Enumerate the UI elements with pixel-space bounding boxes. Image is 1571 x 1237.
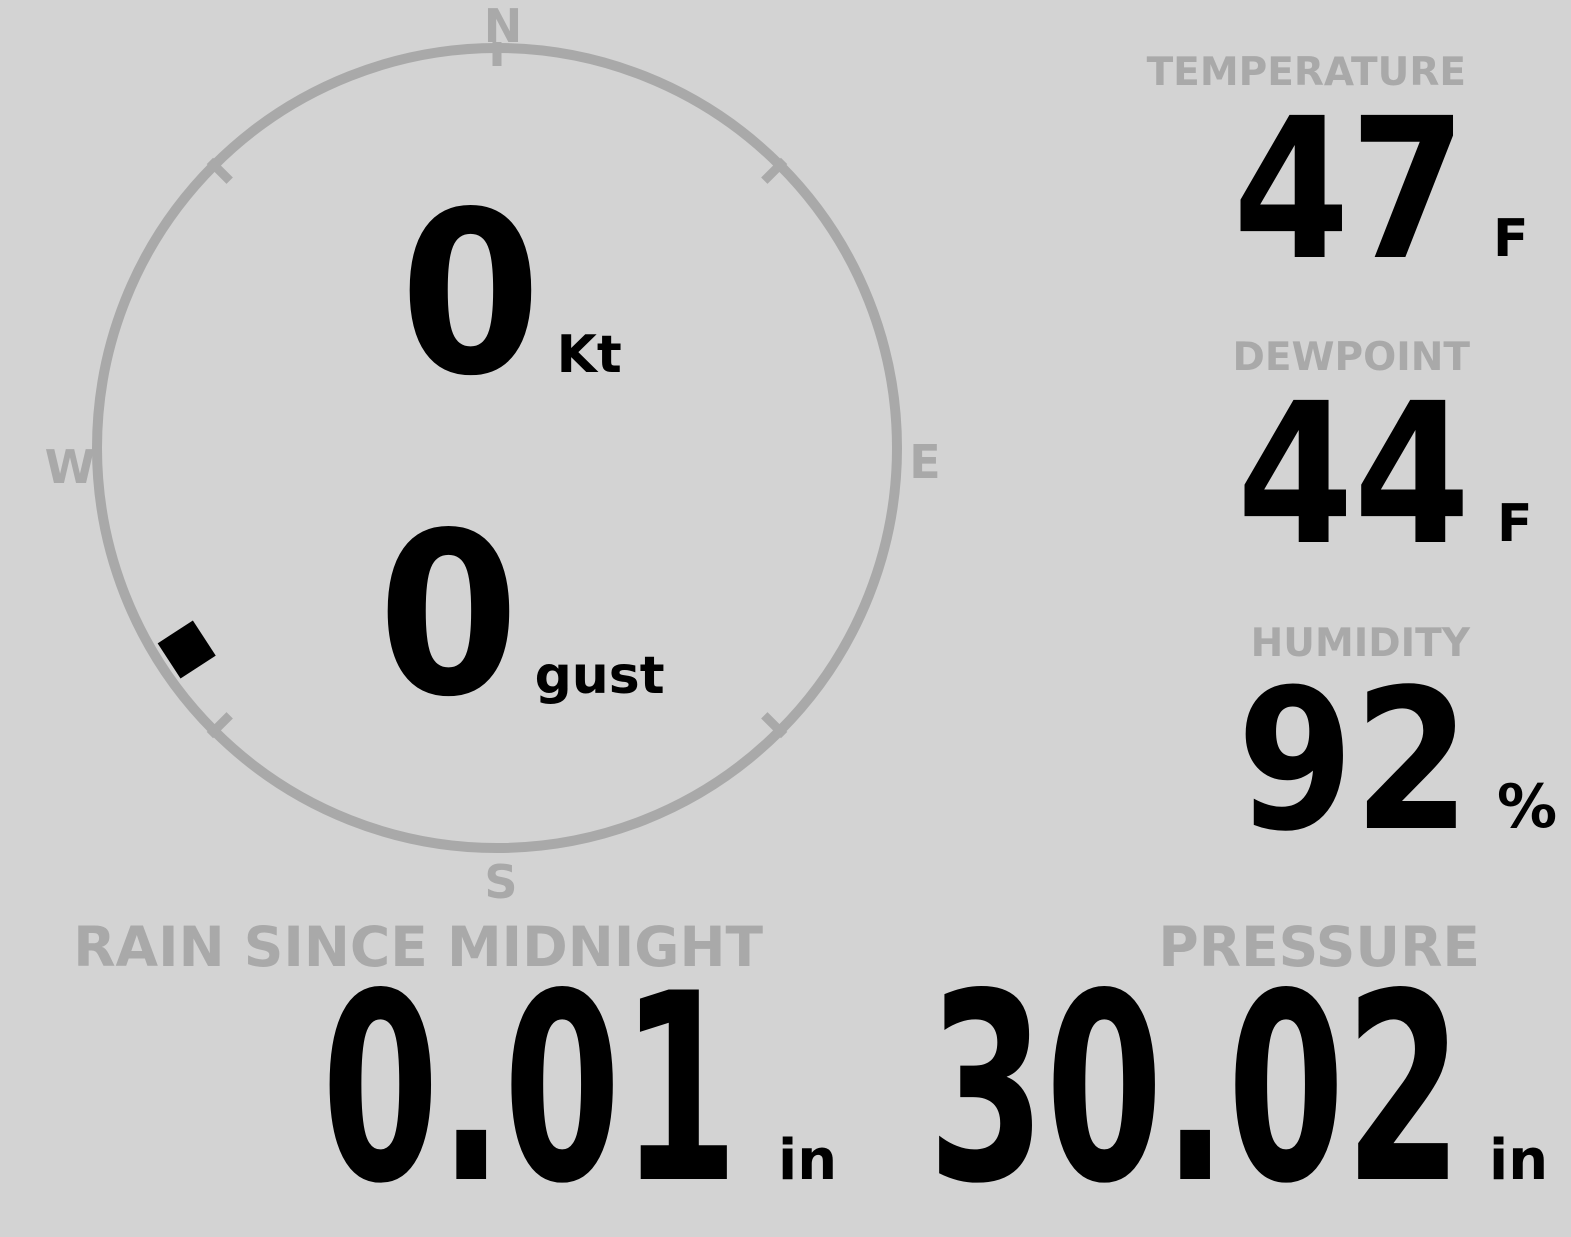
tick-northwest: [206, 157, 233, 184]
tick-southwest: [206, 712, 233, 739]
cardinal-west: W: [44, 440, 96, 494]
temperature-unit: F: [1493, 209, 1529, 269]
tick-northeast: [761, 157, 788, 184]
dewpoint-value-row: 44 F: [1199, 361, 1533, 588]
metric-pressure: PRESSURE 30.02 in: [640, 920, 1548, 1237]
wind-gust: 0 gust: [378, 485, 665, 747]
temperature-value-row: 47 F: [1195, 76, 1529, 303]
wind-gust-unit: gust: [534, 646, 665, 706]
rain-label: RAIN SINCE MIDNIGHT: [73, 915, 763, 979]
rain-unit: in: [778, 1128, 838, 1193]
pressure-value-row: 30.02 in: [640, 939, 1548, 1237]
wind-gust-value: 0: [378, 485, 519, 747]
dewpoint-unit: F: [1497, 494, 1533, 554]
wind-speed-unit: Kt: [556, 325, 622, 385]
wind-speed: 0 Kt: [400, 164, 622, 426]
metric-temperature: TEMPERATURE 47 F: [1146, 50, 1529, 303]
wind-direction-marker: [157, 620, 216, 679]
wind-speed-value: 0: [400, 164, 541, 426]
cardinal-east: E: [909, 435, 941, 489]
rain-value: 0.01: [321, 939, 738, 1237]
wind-compass: [92, 42, 902, 853]
tick-southeast: [761, 712, 788, 739]
humidity-unit: %: [1497, 772, 1558, 842]
cardinal-south: S: [484, 855, 518, 909]
metric-rain-since-midnight: RAIN SINCE MIDNIGHT 0.01 in: [73, 920, 837, 1237]
metric-humidity: HUMIDITY 92 %: [1199, 621, 1558, 874]
temperature-label: TEMPERATURE: [1146, 50, 1466, 95]
dewpoint-label: DEWPOINT: [1232, 335, 1470, 380]
metric-dewpoint: DEWPOINT 44 F: [1199, 335, 1533, 588]
humidity-value-row: 92 %: [1199, 647, 1558, 874]
humidity-value: 92: [1236, 647, 1470, 874]
cardinal-north: N: [483, 0, 523, 53]
temperature-value: 47: [1232, 76, 1466, 303]
humidity-label: HUMIDITY: [1250, 621, 1470, 666]
pressure-label: PRESSURE: [1158, 915, 1480, 979]
compass-ticks: [206, 42, 788, 739]
pressure-unit: in: [1489, 1128, 1549, 1193]
rain-value-row: 0.01 in: [97, 939, 837, 1237]
pressure-value: 30.02: [927, 939, 1462, 1237]
dewpoint-value: 44: [1236, 361, 1470, 588]
